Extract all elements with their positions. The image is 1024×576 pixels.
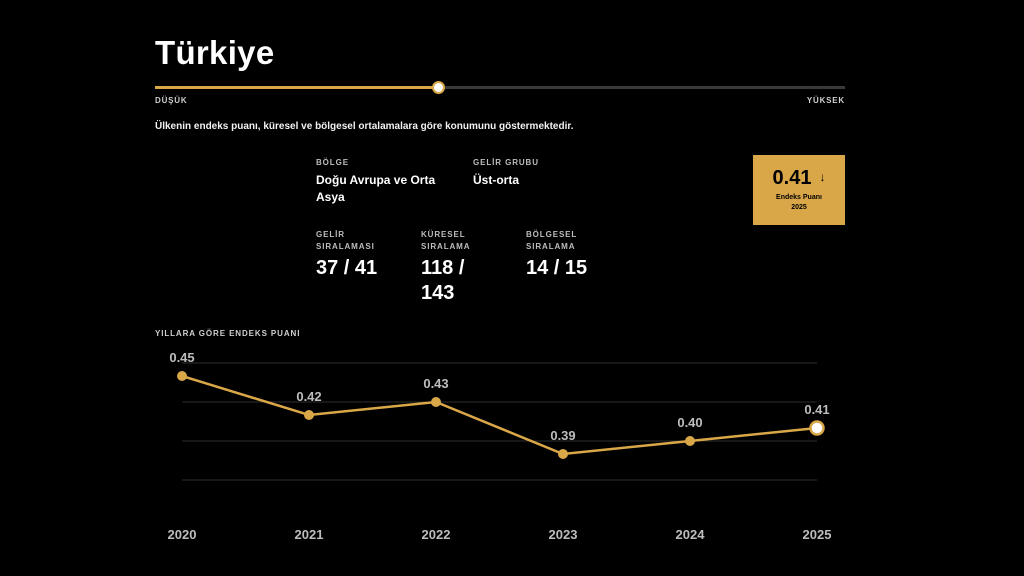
income-group-label: GELİR GRUBU [473, 158, 539, 167]
data-point [431, 397, 441, 407]
data-point [558, 449, 568, 459]
down-arrow-icon: ↓ [819, 170, 826, 184]
x-tick-label: 2023 [549, 527, 578, 542]
score-card: 0.41 ↓ Endeks Puanı 2025 [753, 155, 845, 225]
data-label: 0.42 [296, 389, 321, 404]
income-rank-value: 37 / 41 [316, 257, 378, 279]
x-tick-label: 2022 [422, 527, 451, 542]
country-title: Türkiye [155, 34, 275, 71]
score-value: 0.41 [772, 167, 812, 189]
x-tick-label: 2024 [676, 527, 706, 542]
x-tick-label: 2020 [168, 527, 197, 542]
regional-rank-value: 14 / 15 [526, 257, 588, 279]
income-group-value: Üst-orta [473, 173, 520, 187]
index-scale-track [155, 81, 845, 94]
index-scale-fill [155, 86, 438, 89]
global-rank-value: 118 / 143 [421, 257, 465, 304]
index-scale-marker [431, 81, 445, 94]
income-rank-label: GELİR SIRALAMASI [316, 230, 375, 251]
global-rank-label: KÜRESEL SIRALAMA [421, 230, 471, 251]
scale-low-label: DÜŞÜK [155, 96, 188, 105]
data-label: 0.40 [677, 415, 702, 430]
data-point [177, 371, 187, 381]
series-line [181, 374, 818, 456]
data-point [685, 436, 695, 446]
data-point-highlight [809, 420, 825, 436]
data-label: 0.45 [169, 350, 194, 365]
description-text: Ülkenin endeks puanı, küresel ve bölgese… [155, 121, 574, 132]
data-label: 0.41 [804, 402, 829, 417]
score-year: 2025 [791, 204, 807, 211]
x-tick-label: 2021 [295, 527, 324, 542]
chart-title: YILLARA GÖRE ENDEKS PUANI [155, 329, 301, 338]
data-point [304, 410, 314, 420]
score-label: Endeks Puanı [776, 194, 822, 201]
region-label: BÖLGE [316, 158, 349, 167]
data-label: 0.43 [423, 376, 448, 391]
x-tick-label: 2025 [803, 527, 832, 542]
scale-high-label: YÜKSEK [806, 96, 845, 105]
region-value: Doğu Avrupa ve Orta Asya [316, 173, 436, 204]
regional-rank-label: BÖLGESEL SIRALAMA [526, 230, 578, 251]
data-label: 0.39 [550, 428, 575, 443]
